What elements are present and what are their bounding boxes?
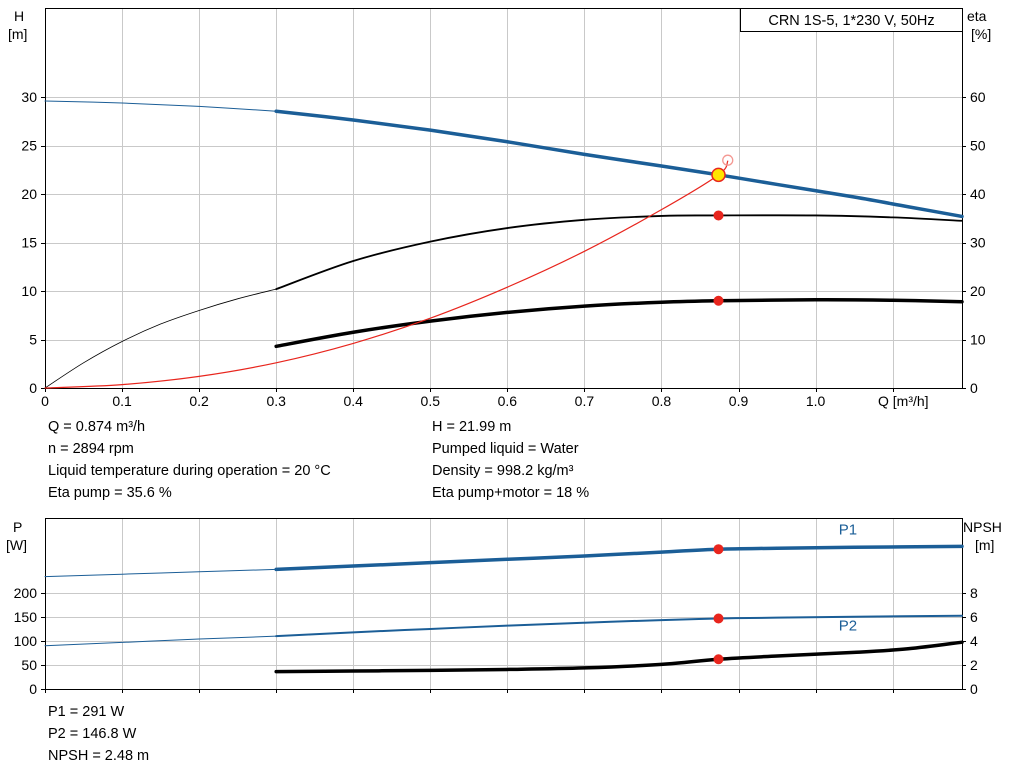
result-line-p2: P2 = 146.8 W: [48, 726, 137, 742]
series-eta-pump-curve-lead: [44, 288, 277, 389]
svg-text:0.4: 0.4: [344, 393, 364, 409]
svg-text:30: 30: [21, 89, 37, 105]
info-line-density: Density = 998.2 kg/m³: [432, 463, 574, 479]
info-line-liquid: Pumped liquid = Water: [432, 441, 579, 457]
tick-labels: 0 50 100 150 200 0 2 4 6 8: [14, 585, 978, 697]
svg-text:0.8: 0.8: [652, 393, 672, 409]
info-line-eta-pump-motor: Eta pump+motor = 18 %: [432, 485, 590, 501]
qh-eta-chart: 0 0.1 0.2 0.3 0.4 0.5 0.6 0.7 0.8 0.9 1.0 0 5 10 15 20 2…: [8, 8, 991, 409]
svg-text:0.6: 0.6: [498, 393, 518, 409]
svg-text:0: 0: [41, 393, 49, 409]
svg-text:6: 6: [970, 609, 978, 625]
svg-text:0.7: 0.7: [575, 393, 595, 409]
result-line-npsh: NPSH = 2.48 m: [48, 748, 150, 764]
p2-point: [713, 613, 724, 624]
axis-ticks: [41, 97, 966, 392]
duty-point-marker: [711, 167, 726, 183]
gridlines: [45, 8, 962, 388]
series-p2-curve: [275, 614, 963, 638]
plot-border: [45, 8, 963, 389]
p1-point: [713, 544, 724, 555]
info-line-h: H = 21.99 m: [432, 419, 512, 435]
y-right-axis-label: [m]: [975, 537, 994, 553]
npsh-point: [713, 654, 724, 665]
rated-point-marker: [722, 154, 734, 166]
series-npsh-curve: [274, 640, 964, 674]
duty-info-right-column: H = 21.99 m Pumped liquid = Water Densit…: [432, 416, 589, 504]
svg-text:0.9: 0.9: [729, 393, 749, 409]
svg-text:50: 50: [970, 138, 986, 154]
svg-text:4: 4: [970, 633, 978, 649]
svg-text:25: 25: [21, 138, 37, 154]
svg-text:10: 10: [21, 283, 37, 299]
gridlines: [45, 518, 962, 689]
series-head-curve: [274, 109, 964, 219]
svg-text:0: 0: [29, 681, 37, 697]
result-line-p1: P1 = 291 W: [48, 704, 125, 720]
tick-labels: 0 0.1 0.2 0.3 0.4 0.5 0.6 0.7 0.8 0.9 1.0 0 5 10 15 20 2…: [21, 89, 985, 409]
chart-title-box: CRN 1S-5, 1*230 V, 50Hz: [740, 8, 963, 32]
svg-text:0.1: 0.1: [112, 393, 132, 409]
svg-text:0.2: 0.2: [189, 393, 209, 409]
eta-pump-point: [713, 210, 724, 221]
svg-text:0.3: 0.3: [266, 393, 286, 409]
svg-text:100: 100: [14, 633, 38, 649]
result-block: P1 = 291 W P2 = 146.8 W NPSH = 2.48 m: [48, 701, 149, 767]
info-line-q: Q = 0.874 m³/h: [48, 419, 146, 435]
y-left-axis-label: [W]: [6, 537, 27, 553]
series-eta-pump-curve: [275, 214, 963, 291]
svg-text:0: 0: [970, 380, 978, 396]
svg-text:150: 150: [14, 609, 38, 625]
y-left-axis-label: [m]: [8, 26, 27, 42]
info-line-eta-pump: Eta pump = 35.6 %: [48, 485, 172, 501]
y-right-axis-label: NPSH: [963, 519, 1002, 535]
svg-text:200: 200: [14, 585, 38, 601]
eta-pump-motor-point: [713, 295, 724, 306]
info-line-temperature: Liquid temperature during operation = 20…: [48, 463, 331, 479]
svg-text:10: 10: [970, 332, 986, 348]
y-left-axis-label: H: [14, 8, 24, 24]
svg-text:15: 15: [21, 235, 37, 251]
p2-curve-label: P2: [839, 617, 857, 634]
svg-text:8: 8: [970, 585, 978, 601]
svg-text:1.0: 1.0: [806, 393, 826, 409]
svg-text:20: 20: [21, 186, 37, 202]
svg-text:50: 50: [21, 657, 37, 673]
y-right-axis-label: eta: [967, 8, 987, 24]
svg-text:5: 5: [29, 332, 37, 348]
power-npsh-chart: 0 50 100 150 200 0 2 4 6 8 P [W] NPSH [m] P1 P2: [6, 518, 1002, 697]
series-p1-curve: [274, 544, 964, 572]
y-left-axis-label: P: [13, 519, 22, 535]
svg-text:60: 60: [970, 89, 986, 105]
p1-curve-label: P1: [839, 521, 857, 538]
duty-info-block: Q = 0.874 m³/h n = 2894 rpm Liquid tempe…: [0, 416, 1024, 508]
svg-text:2: 2: [970, 657, 978, 673]
duty-info-left-column: Q = 0.874 m³/h n = 2894 rpm Liquid tempe…: [48, 416, 331, 504]
svg-text:CRN 1S-5, 1*230 V, 50Hz: CRN 1S-5, 1*230 V, 50Hz: [768, 13, 934, 29]
axis-ticks: [41, 593, 966, 693]
svg-text:30: 30: [970, 235, 986, 251]
series-head-curve-lead: [44, 100, 277, 112]
series-eta-pump-motor-curve: [274, 298, 964, 349]
svg-text:0.5: 0.5: [421, 393, 441, 409]
plot-border: [45, 518, 963, 690]
svg-text:40: 40: [970, 186, 986, 202]
y-right-axis-label: [%]: [971, 26, 991, 42]
svg-text:0: 0: [29, 380, 37, 396]
x-axis-label: Q [m³/h]: [878, 393, 929, 409]
series-p2-curve-lead: [44, 635, 277, 647]
series-p1-curve-lead: [44, 568, 277, 578]
svg-text:20: 20: [970, 283, 986, 299]
info-line-rpm: n = 2894 rpm: [48, 441, 134, 457]
series-system-curve: [44, 160, 729, 389]
svg-text:0: 0: [970, 681, 978, 697]
